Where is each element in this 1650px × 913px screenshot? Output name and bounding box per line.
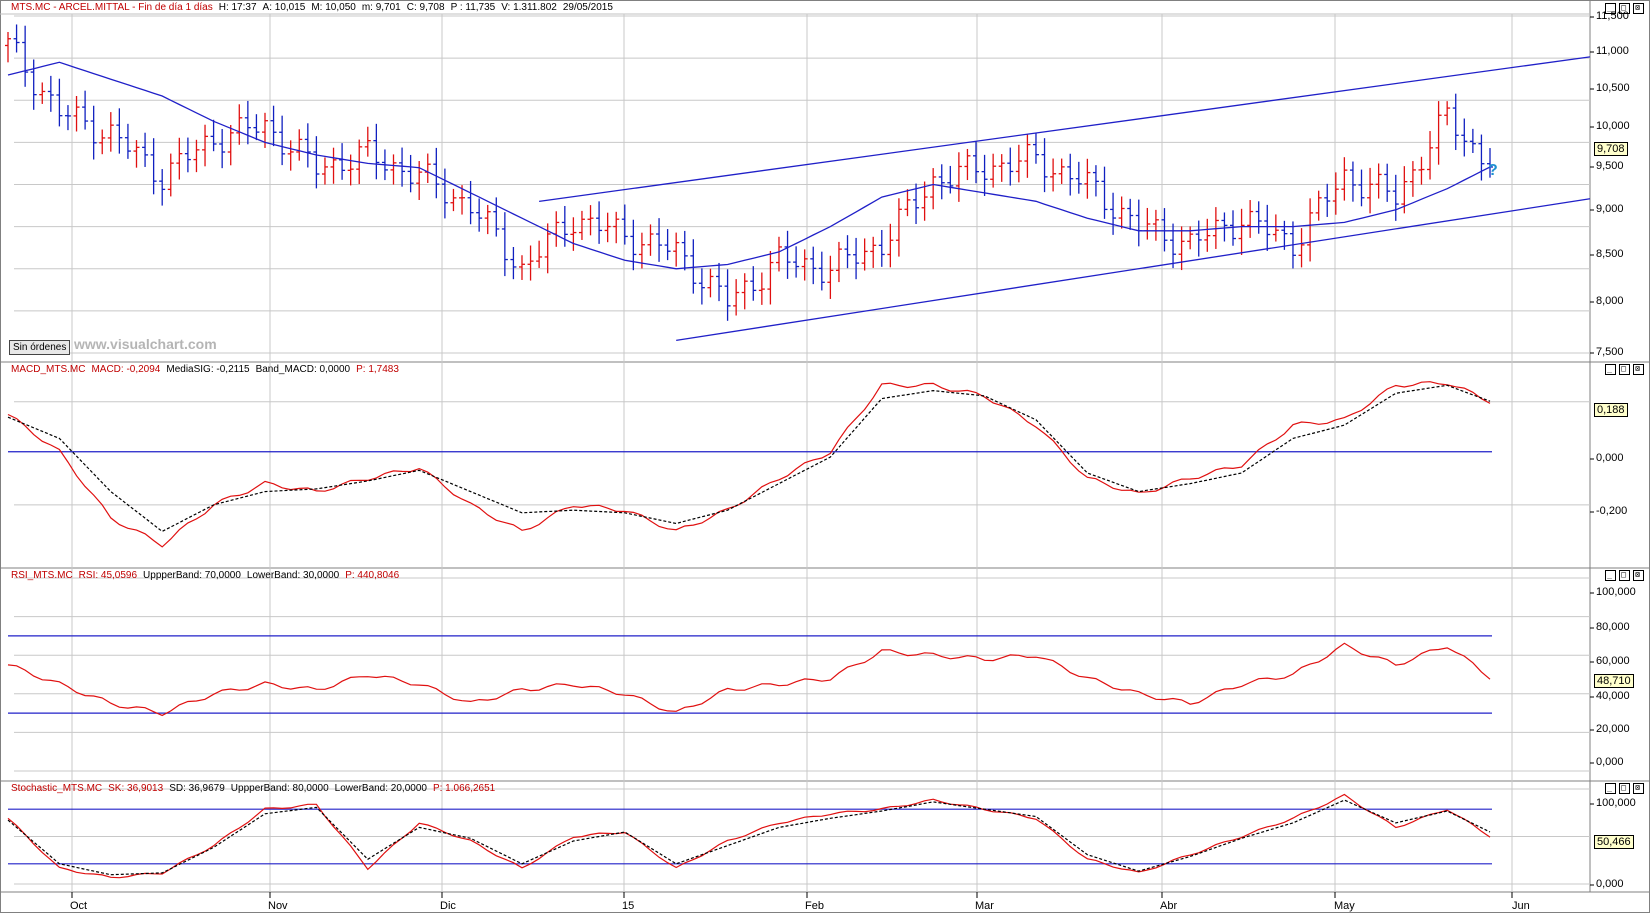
price-panel-header: MTS.MC - ARCEL.MITTAL - Fin de día 1 día… <box>11 2 619 13</box>
x-tick-label: Oct <box>70 900 88 912</box>
stoch-sk: SK: 36,9013 <box>108 783 164 794</box>
rsi-last-value: 48,710 <box>1594 674 1634 688</box>
x-tick-label: Nov <box>268 900 288 912</box>
rsi-tick-label: 0,000 <box>1596 756 1624 768</box>
macd-panel-header: MACD_MTS.MC MACD: -0,2094 MediaSIG: -0,211… <box>11 364 405 375</box>
p-label: P : 11,735 <box>450 2 496 13</box>
maximize-button[interactable]: □ <box>1619 570 1630 581</box>
price-tick-label: 9,000 <box>1596 203 1624 215</box>
price-tick-label: 8,500 <box>1596 248 1624 260</box>
x-tick-label: Feb <box>805 900 824 912</box>
rsi-panel-header: RSI_MTS.MC RSI: 45,0596 UppperBand: 70,000… <box>11 570 405 581</box>
minimize-button[interactable]: _ <box>1605 3 1616 14</box>
x-tick-label: 15 <box>622 900 635 912</box>
maximize-button[interactable]: □ <box>1619 364 1630 375</box>
stoch-last-value: 50,466 <box>1594 835 1634 849</box>
date-label: 29/05/2015 <box>562 2 613 13</box>
open-label: A: 10,015 <box>262 2 306 13</box>
stoch-name: Stochastic_MTS.MC <box>11 783 103 794</box>
x-tick-label: May <box>1334 900 1355 912</box>
minimize-button[interactable]: _ <box>1605 783 1616 794</box>
indicator-line <box>7 793 1491 879</box>
close-button[interactable]: ⊠ <box>1633 783 1644 794</box>
trendline <box>539 56 1591 202</box>
stoch-p: P: 1.066,2651 <box>432 783 496 794</box>
rsi-tick-label: 20,000 <box>1596 723 1630 735</box>
low-label: m: 9,701 <box>361 2 401 13</box>
rsi-lower: LowerBand: 30,0000 <box>246 570 340 581</box>
rsi-tick-label: 80,000 <box>1596 621 1630 633</box>
rsi-name: RSI_MTS.MC <box>11 570 73 581</box>
macd-band: Band_MACD: 0,0000 <box>255 364 351 375</box>
macd-p: P: 1,7483 <box>356 364 399 375</box>
rsi-window-buttons: _ □ ⊠ <box>1602 570 1644 581</box>
symbol-label: MTS.MC - ARCEL.MITTAL - Fin de día 1 día… <box>11 2 213 13</box>
x-tick-label: Mar <box>975 900 994 912</box>
stoch-panel-header: Stochastic_MTS.MC SK: 36,9013 SD: 36,9679 U… <box>11 783 501 794</box>
price-tick-label: 11,500 <box>1596 10 1629 22</box>
close-label: C: 9,708 <box>406 2 445 13</box>
stoch-tick-label: 0,000 <box>1596 878 1624 890</box>
price-tick-label: 8,000 <box>1596 295 1624 307</box>
macd-value: MACD: -0,2094 <box>91 364 161 375</box>
price-tick-label: 11,000 <box>1596 45 1629 57</box>
close-button[interactable]: ⊠ <box>1633 3 1644 14</box>
maximize-button[interactable]: □ <box>1619 3 1630 14</box>
macd-tick-label: 0,000 <box>1596 452 1624 464</box>
close-button[interactable]: ⊠ <box>1633 364 1644 375</box>
close-button[interactable]: ⊠ <box>1633 570 1644 581</box>
time-label: H: 17:37 <box>218 2 257 13</box>
indicator-line <box>7 381 1491 548</box>
price-tick-label: 10,000 <box>1596 120 1630 132</box>
x-tick-label: Abr <box>1160 900 1178 912</box>
moving-average-line <box>7 61 1491 270</box>
question-mark-annotation: ? <box>1488 162 1498 179</box>
stoch-upper: UppperBand: 80,0000 <box>230 783 329 794</box>
price-tick-label: 10,500 <box>1596 82 1630 94</box>
rsi-value: RSI: 45,0596 <box>78 570 138 581</box>
volume-label: V: 1.311.802 <box>501 2 557 13</box>
macd-name: MACD_MTS.MC <box>11 364 86 375</box>
macd-last-value: 0,188 <box>1594 403 1628 417</box>
minimize-button[interactable]: _ <box>1605 364 1616 375</box>
x-tick-label: Dic <box>440 900 456 912</box>
x-tick-label: Jun <box>1512 900 1530 912</box>
maximize-button[interactable]: □ <box>1619 783 1630 794</box>
price-last-value: 9,708 <box>1594 142 1628 156</box>
minimize-button[interactable]: _ <box>1605 570 1616 581</box>
rsi-tick-label: 40,000 <box>1596 690 1630 702</box>
rsi-upper: UppperBand: 70,0000 <box>143 570 241 581</box>
price-tick-label: 9,500 <box>1596 160 1624 172</box>
macd-signal: MediaSIG: -0,2115 <box>166 364 250 375</box>
trendline <box>676 198 1591 342</box>
price-tick-label: 7,500 <box>1596 346 1624 358</box>
watermark: www.visualchart.com <box>74 336 217 352</box>
macd-tick-label: -0,200 <box>1596 505 1628 517</box>
indicator-line <box>7 799 1491 876</box>
rsi-tick-label: 60,000 <box>1596 655 1630 667</box>
macd-window-buttons: _ □ ⊠ <box>1602 364 1644 375</box>
stoch-window-buttons: _ □ ⊠ <box>1602 783 1644 794</box>
rsi-tick-label: 100,000 <box>1596 586 1636 598</box>
rsi-p: P: 440,8046 <box>345 570 400 581</box>
stoch-sd: SD: 36,9679 <box>169 783 225 794</box>
stoch-lower: LowerBand: 20,0000 <box>334 783 427 794</box>
indicator-line <box>7 384 1491 533</box>
indicator-line <box>7 642 1491 717</box>
stoch-tick-label: 100,000 <box>1596 797 1636 809</box>
price-window-buttons: _ □ ⊠ <box>1602 3 1644 14</box>
high-label: M: 10,050 <box>311 2 356 13</box>
no-orders-button[interactable]: Sin órdenes <box>9 340 71 355</box>
